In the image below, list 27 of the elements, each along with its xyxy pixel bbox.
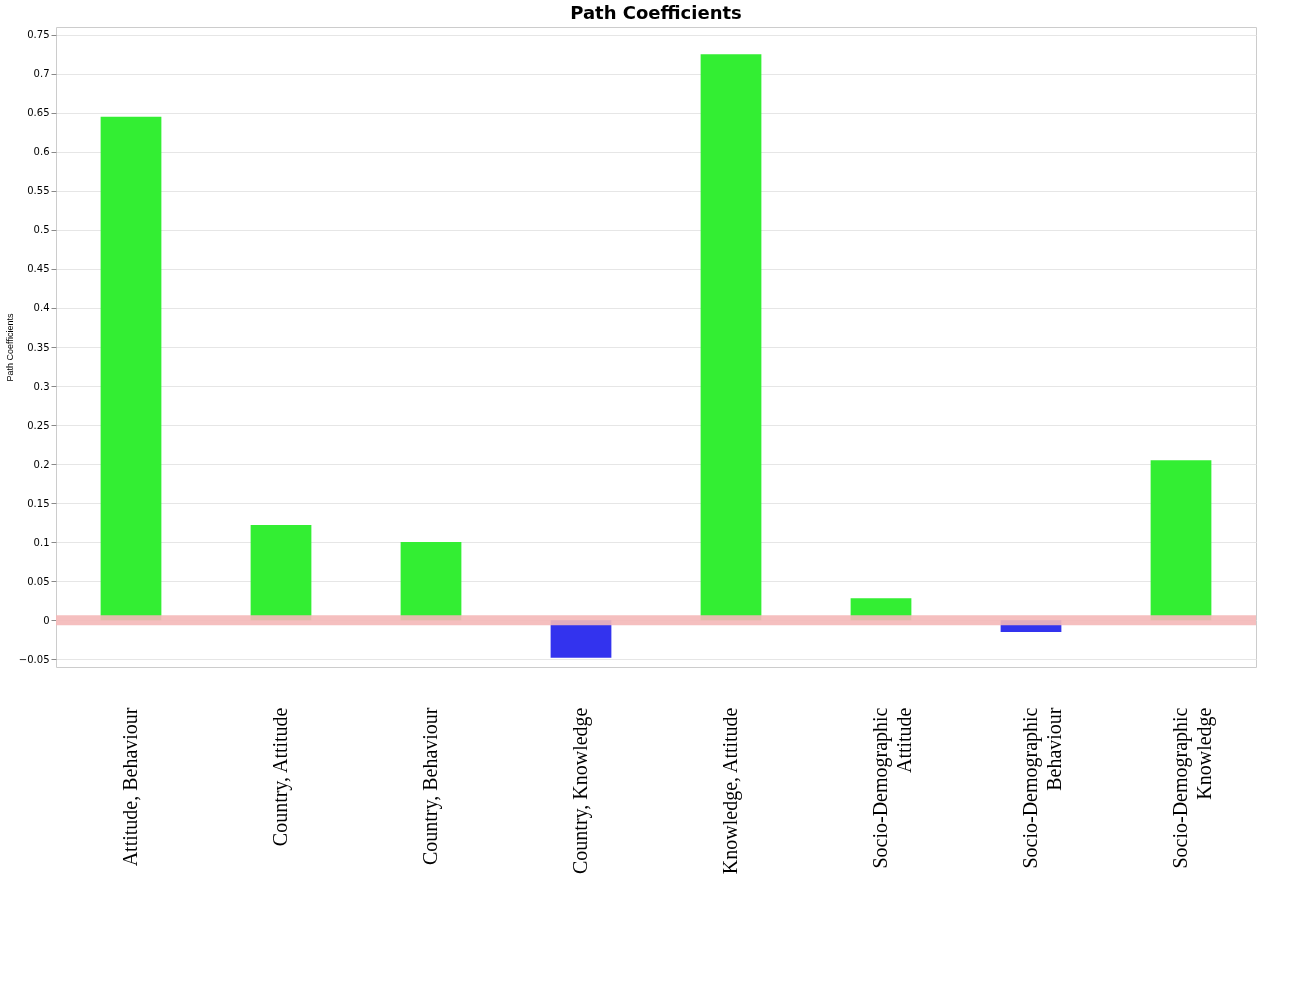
x-tick-label: Knowledge, Attitude: [719, 707, 742, 875]
y-tick-label: 0.65: [27, 107, 50, 119]
x-tick-label: Country, Knowledge: [569, 707, 592, 874]
y-tick-label: 0.15: [27, 497, 50, 509]
x-tick-label: Attitude, Behaviour: [119, 707, 141, 867]
y-tick-label: 0.05: [27, 575, 50, 587]
y-tick-label: 0.45: [27, 263, 50, 275]
y-tick-label: 0.4: [33, 302, 50, 314]
y-tick-label: 0.5: [33, 224, 50, 236]
x-tick-label: Country, Attitude: [269, 707, 292, 847]
y-tick-label: 0.35: [27, 341, 50, 353]
y-axis-title: Path Coefficients: [4, 313, 15, 382]
x-tick-label: Socio-Demographic Behaviour: [1019, 707, 1065, 869]
x-tick-label: Country, Behaviour: [419, 707, 442, 866]
y-tick-label: 0: [43, 614, 50, 626]
y-tick-label: 0.2: [33, 458, 50, 470]
y-tick-label: 0.7: [33, 68, 50, 80]
y-tick-label: −0.05: [18, 653, 50, 665]
chart-title: Path Coefficients: [570, 2, 742, 23]
y-tick-label: 0.75: [27, 29, 50, 41]
y-tick-label: 0.6: [33, 146, 50, 158]
y-tick-label: 0.3: [33, 380, 50, 392]
y-tick-label: 0.25: [27, 419, 50, 431]
y-tick-label: 0.1: [33, 536, 50, 548]
x-tick-label: Socio-Demographic Attitude: [869, 707, 915, 869]
y-tick-label: 0.55: [27, 185, 50, 197]
x-tick-label: Socio-Demographic Knowledge: [1169, 707, 1216, 869]
